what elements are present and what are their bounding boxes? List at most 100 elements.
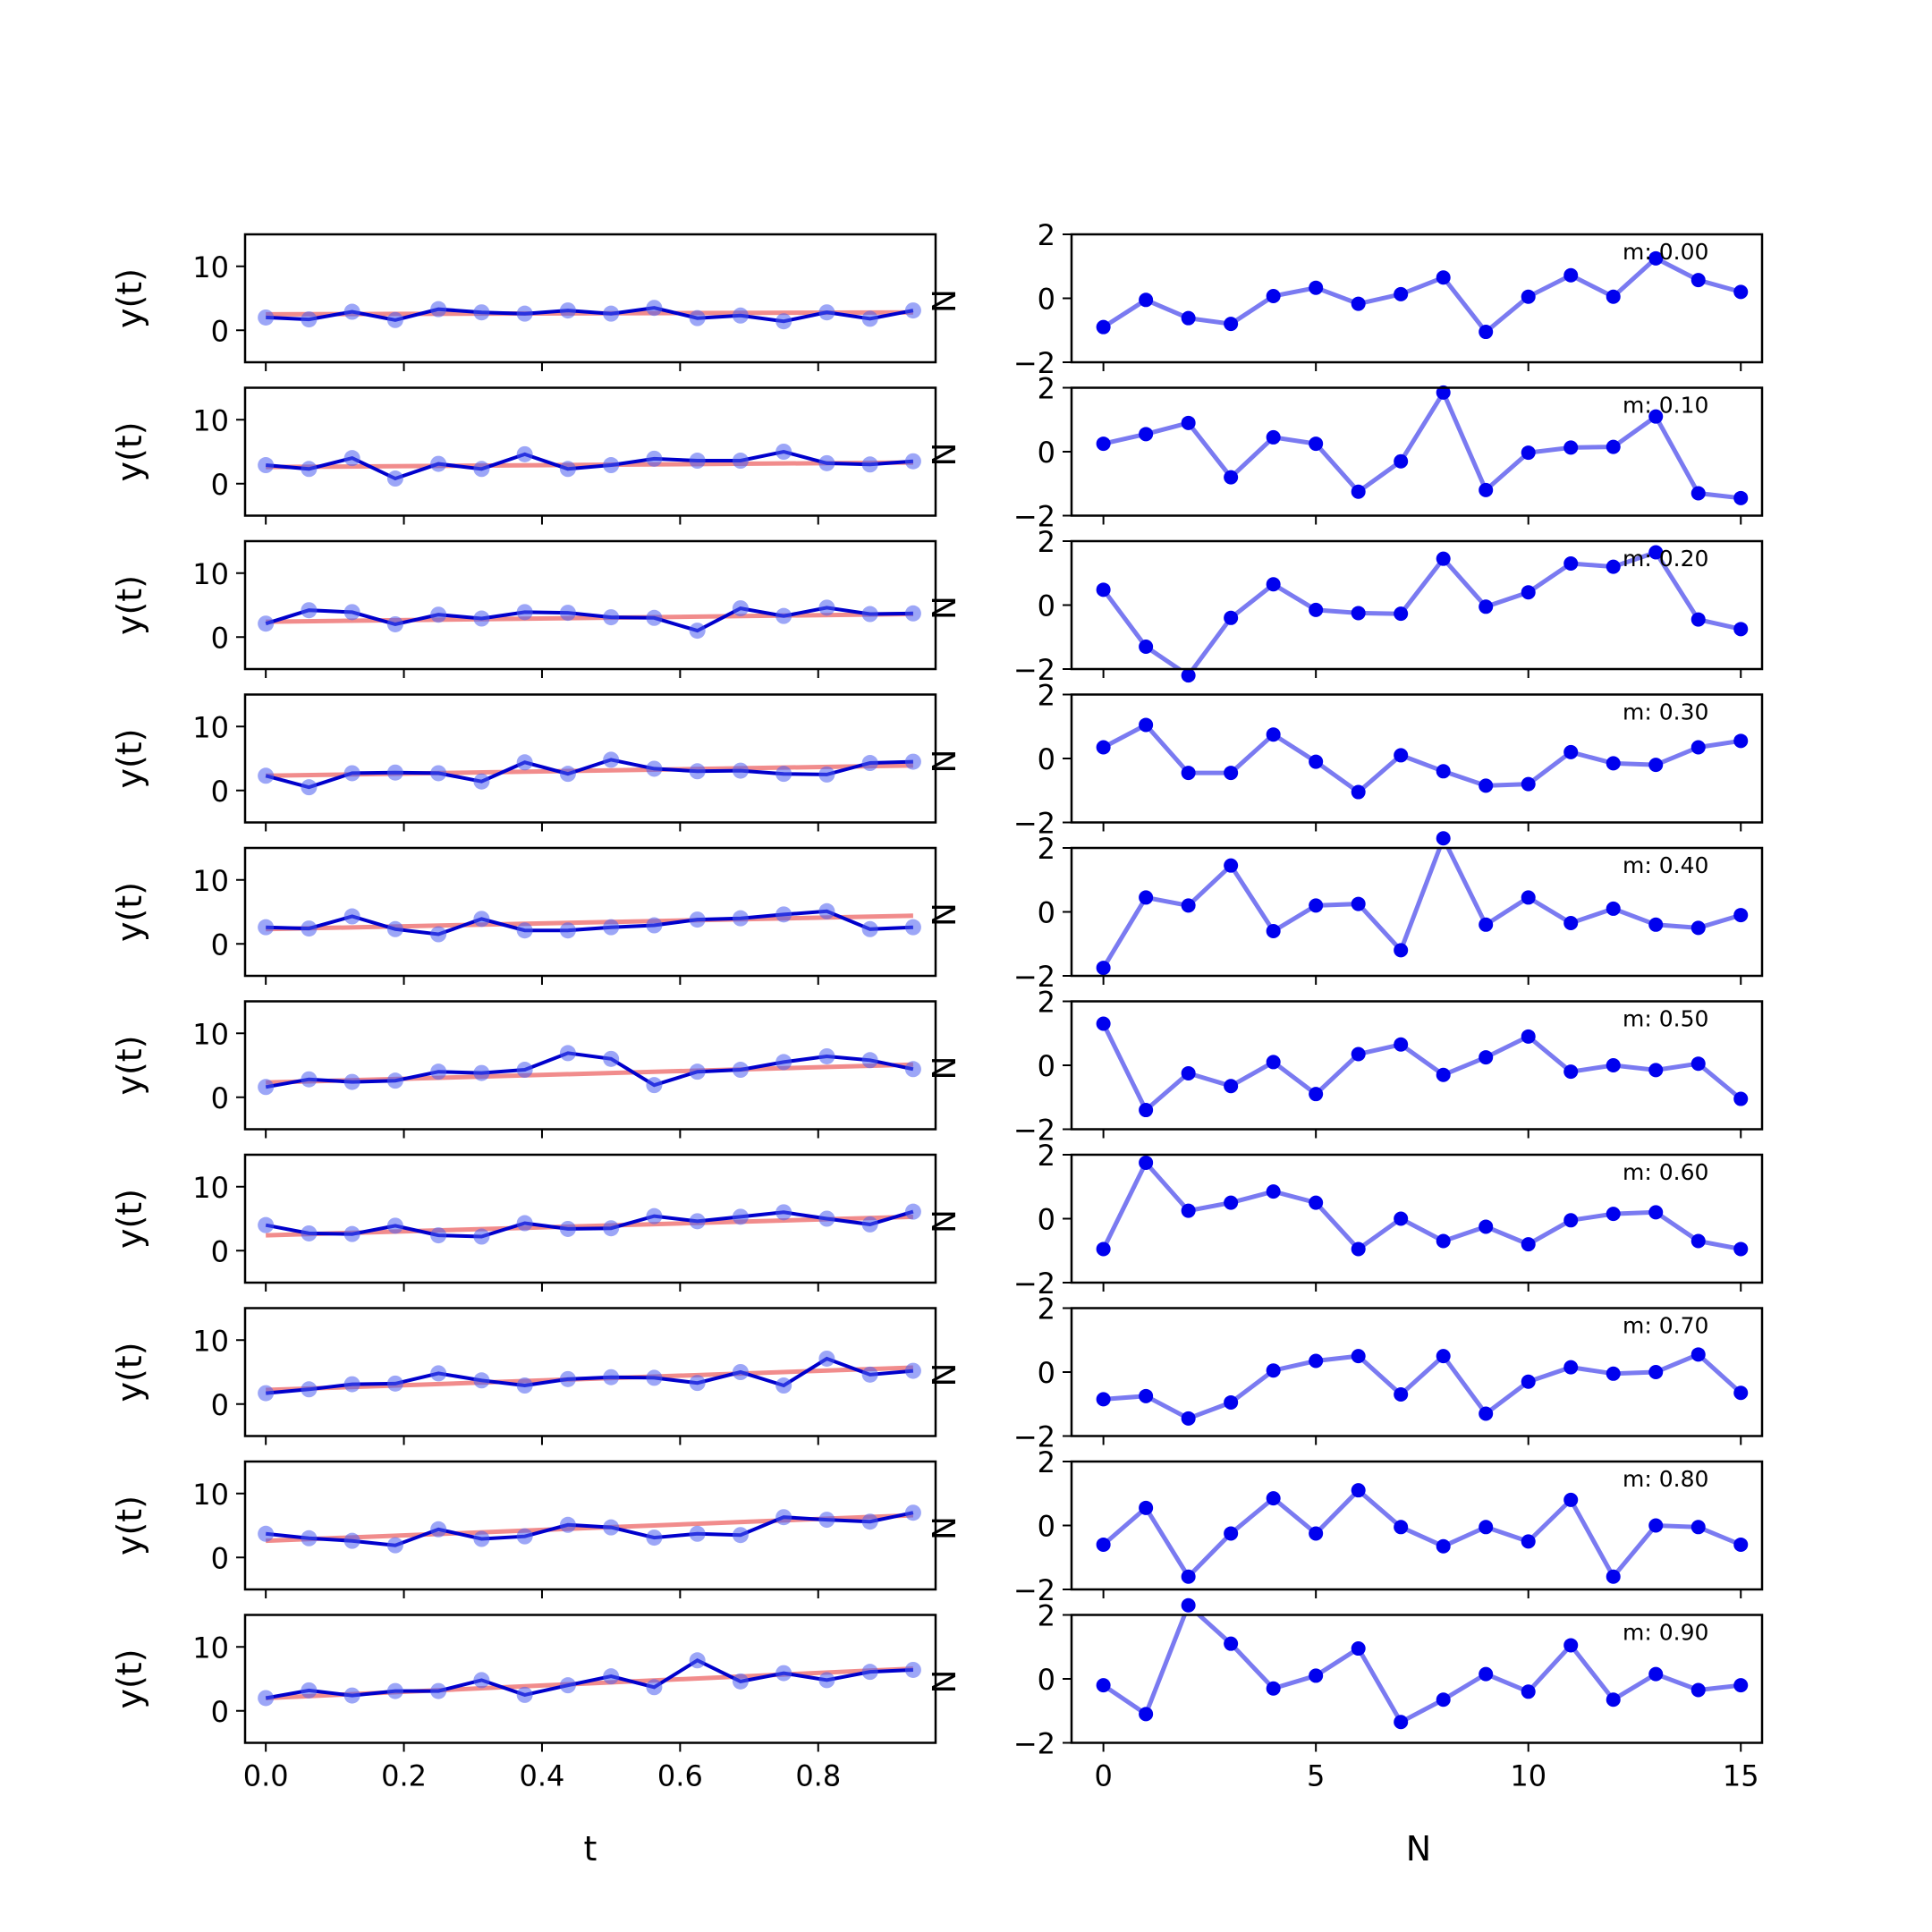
left-panel-9: 0 10 y(t) N	[110, 1460, 963, 1598]
right-axes-frame	[1070, 846, 1764, 978]
residual-point	[1351, 1046, 1366, 1062]
left-y-tick-label: 0	[211, 1081, 229, 1115]
right-x-axis-label: N	[1406, 1829, 1431, 1868]
data-point	[473, 610, 490, 627]
residual-point	[1733, 1537, 1749, 1552]
residual-point	[1394, 1715, 1409, 1730]
data-point	[301, 1381, 318, 1398]
residual-point	[1648, 1666, 1664, 1682]
data-point	[904, 919, 921, 936]
data-point	[343, 1376, 360, 1393]
data-point	[473, 1228, 490, 1245]
residual-point	[1394, 1211, 1409, 1226]
right-y-tick-label: 2	[1038, 986, 1055, 1020]
data-point	[775, 766, 792, 783]
residual-point	[1690, 740, 1706, 755]
data-point	[646, 609, 663, 626]
residual-point	[1224, 858, 1239, 873]
left-y-tick-label: 0	[211, 621, 229, 655]
data-point	[343, 1687, 360, 1704]
clipped-n-label: N	[927, 1056, 963, 1080]
data-point	[258, 1385, 275, 1402]
fit-line	[266, 1214, 913, 1238]
residual-point	[1351, 296, 1366, 311]
residual-point	[1648, 1063, 1664, 1078]
residual-point	[1479, 325, 1494, 340]
right-y-tick-label: −2	[1013, 1267, 1055, 1301]
data-point	[516, 305, 533, 322]
residual-point	[1436, 764, 1451, 779]
left-panel-10: 0 10 0.0 0.2 0.4 0.6 0.8 y(t) N	[110, 1614, 963, 1793]
data-point	[904, 453, 921, 470]
residual-point	[1733, 1385, 1749, 1401]
residual-point	[1096, 1392, 1111, 1407]
right-y-tick-label: 0	[1038, 1203, 1055, 1237]
data-point	[646, 300, 663, 317]
left-y-tick-label: 10	[192, 1017, 229, 1051]
residual-point	[1479, 778, 1494, 793]
right-y-tick-label: 2	[1038, 1445, 1055, 1479]
data-point	[301, 461, 318, 478]
data-point	[904, 1061, 921, 1078]
data-point	[430, 1521, 447, 1538]
slope-annotation: m: 0.50	[1623, 1006, 1708, 1032]
data-point	[430, 301, 447, 318]
data-point	[732, 1364, 749, 1380]
data-point	[430, 1682, 447, 1699]
clipped-n-label: N	[927, 1516, 963, 1540]
residual-point	[1606, 1692, 1621, 1707]
residual-point	[1648, 545, 1664, 560]
right-x-tick-label: 15	[1723, 1759, 1759, 1793]
right-panel-3: −2 0 2 m: 0.20	[1013, 525, 1764, 687]
right-panel-2: −2 0 2 m: 0.10	[1013, 372, 1764, 534]
left-panel-2: 0 10 y(t) N	[110, 386, 963, 525]
data-point	[861, 1513, 878, 1530]
residual-point	[1351, 1241, 1366, 1257]
data-point	[861, 920, 878, 937]
residual-point	[1139, 890, 1154, 905]
residual-point	[1096, 1678, 1111, 1693]
residual-line	[1103, 1352, 1742, 1421]
data-point	[343, 450, 360, 467]
data-point	[689, 1652, 706, 1669]
residual-point	[1733, 1091, 1749, 1106]
right-y-tick-label: −2	[1013, 346, 1055, 380]
right-y-tick-label: 0	[1038, 742, 1055, 776]
data-point	[603, 457, 620, 474]
data-point	[603, 919, 620, 936]
residual-line	[1101, 1022, 1742, 1114]
right-y-tick-label: 2	[1038, 525, 1055, 559]
data-line	[266, 909, 913, 936]
residual-point	[1309, 1353, 1324, 1368]
data-point	[386, 470, 403, 487]
right-y-tick-label: 2	[1038, 1139, 1055, 1173]
data-point	[516, 1377, 533, 1394]
left-axes-frame	[243, 1000, 937, 1131]
left-axes-frame	[243, 233, 937, 364]
data-point	[258, 1079, 275, 1096]
residual-point	[1479, 1520, 1494, 1535]
residual-point	[1690, 1233, 1706, 1249]
data-point	[861, 755, 878, 772]
clipped-n-label: N	[927, 289, 963, 313]
data-point	[559, 461, 576, 478]
residual-point	[1266, 577, 1281, 592]
right-x-tick-label: 0	[1094, 1759, 1112, 1793]
residual-line	[1101, 848, 1741, 970]
data-point	[430, 765, 447, 782]
residual-point	[1690, 612, 1706, 627]
slope-annotation: m: 0.00	[1623, 239, 1708, 265]
residual-point	[1648, 250, 1664, 266]
right-axes-frame	[1070, 1614, 1764, 1744]
left-y-tick-label: 10	[192, 557, 229, 591]
residual-point	[1096, 436, 1111, 452]
left-x-tick-label: 0.0	[243, 1759, 289, 1793]
residual-point	[1139, 717, 1154, 733]
residual-point	[1563, 556, 1579, 572]
right-y-tick-label: 2	[1038, 1292, 1055, 1326]
left-axes-frame	[243, 693, 937, 824]
residual-point	[1606, 756, 1621, 771]
residual-point	[1096, 1241, 1111, 1257]
data-point	[689, 763, 706, 780]
left-axes-frame	[243, 1460, 937, 1591]
